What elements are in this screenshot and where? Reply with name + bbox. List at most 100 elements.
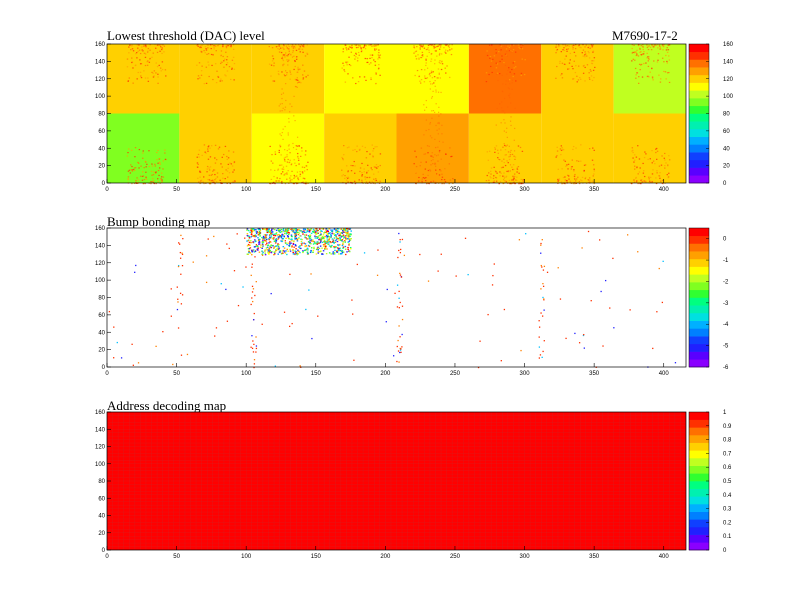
bump-pixel <box>300 243 303 245</box>
bump-pixel <box>324 248 326 250</box>
x-tick-label: 50 <box>173 371 180 377</box>
hot-pixel <box>377 166 379 168</box>
hot-pixel <box>214 63 217 65</box>
hot-pixel <box>438 73 440 75</box>
hot-pixel <box>355 56 357 58</box>
hot-pixel <box>637 55 640 57</box>
hot-pixel <box>640 179 642 181</box>
hot-pixel <box>448 163 451 165</box>
colorbar-swatch <box>689 152 709 161</box>
hot-pixel <box>436 77 438 79</box>
hot-pixel <box>375 166 377 168</box>
hot-pixel <box>415 175 418 177</box>
hot-pixel <box>437 122 439 124</box>
hot-pixel <box>522 44 524 46</box>
bump-pixel <box>305 231 307 234</box>
bump-pixel <box>273 234 275 237</box>
hot-pixel <box>560 181 563 183</box>
bump-pixel <box>179 292 182 294</box>
hot-pixel <box>658 165 661 167</box>
hot-pixel <box>659 172 661 174</box>
hot-pixel <box>216 172 219 174</box>
hot-pixel <box>130 49 132 51</box>
hot-pixel <box>278 48 280 50</box>
hot-pixel <box>445 72 447 74</box>
bump-pixel <box>316 229 318 231</box>
hot-pixel <box>346 61 349 63</box>
hot-pixel <box>659 46 662 48</box>
hot-pixel <box>297 157 300 159</box>
bump-pixel <box>487 313 489 316</box>
hot-pixel <box>303 170 306 172</box>
bump-pixel <box>265 229 268 231</box>
bump-pixel <box>334 228 337 231</box>
bump-pixel <box>332 241 334 243</box>
bump-pixel <box>520 349 522 352</box>
hot-pixel <box>656 170 658 172</box>
hot-pixel <box>506 55 508 57</box>
hot-pixel <box>589 47 592 49</box>
colorbar-swatch <box>689 542 709 551</box>
hot-pixel <box>516 166 519 169</box>
hot-pixel <box>499 73 501 75</box>
bump-pixel <box>258 243 260 245</box>
hot-pixel <box>288 50 290 52</box>
bump-pixel <box>277 237 280 239</box>
bump-pixel <box>246 240 248 242</box>
hot-pixel <box>490 173 492 175</box>
hot-pixel <box>438 149 441 152</box>
bump-pixel <box>262 238 264 240</box>
bump-pixel <box>323 244 326 246</box>
hot-pixel <box>135 52 138 54</box>
hot-pixel <box>668 81 671 84</box>
hot-pixel <box>440 171 443 173</box>
hot-pixel <box>292 49 294 52</box>
hot-pixel <box>495 48 497 51</box>
hot-pixel <box>305 165 308 167</box>
bump-pixel <box>290 228 292 231</box>
hot-pixel <box>215 180 218 183</box>
bump-pixel <box>271 228 273 230</box>
hot-pixel <box>198 62 201 64</box>
hot-pixel <box>359 76 361 78</box>
hot-pixel <box>508 158 511 161</box>
hot-pixel <box>296 136 299 138</box>
x-tick-label: 100 <box>241 371 252 377</box>
colorbar-tick-label: 0 <box>723 237 727 243</box>
colorbar-swatch <box>689 251 709 260</box>
bump-pixel <box>385 321 387 323</box>
bump-pixel <box>277 229 280 231</box>
bump-pixel <box>540 312 542 314</box>
bump-pixel <box>288 242 291 244</box>
hot-pixel <box>559 60 561 63</box>
bump-pixel <box>292 249 294 251</box>
bump-pixel <box>326 237 328 239</box>
hot-pixel <box>366 172 368 174</box>
bump-pixel <box>342 246 345 248</box>
bump-pixel <box>252 230 255 232</box>
hot-pixel <box>302 45 304 47</box>
hot-pixel <box>446 44 448 46</box>
hot-pixel <box>438 44 441 46</box>
hot-pixel <box>432 44 434 46</box>
hot-pixel <box>633 181 636 183</box>
hot-pixel <box>207 61 209 63</box>
hot-pixel <box>584 176 587 179</box>
hot-pixel <box>293 95 295 97</box>
hot-pixel <box>147 50 149 52</box>
bump-pixel <box>403 254 406 257</box>
hot-pixel <box>509 45 512 47</box>
hot-pixel <box>588 45 590 47</box>
hot-pixel <box>501 110 503 112</box>
hot-pixel <box>282 58 284 60</box>
bump-pixel <box>541 356 543 358</box>
bump-pixel <box>333 246 335 248</box>
hot-pixel <box>374 48 376 50</box>
bump-pixel <box>275 238 278 240</box>
hot-pixel <box>305 182 308 185</box>
bump-pixel <box>324 240 326 243</box>
hot-pixel <box>639 51 641 53</box>
hot-pixel <box>501 46 503 49</box>
hot-pixel <box>427 152 429 154</box>
